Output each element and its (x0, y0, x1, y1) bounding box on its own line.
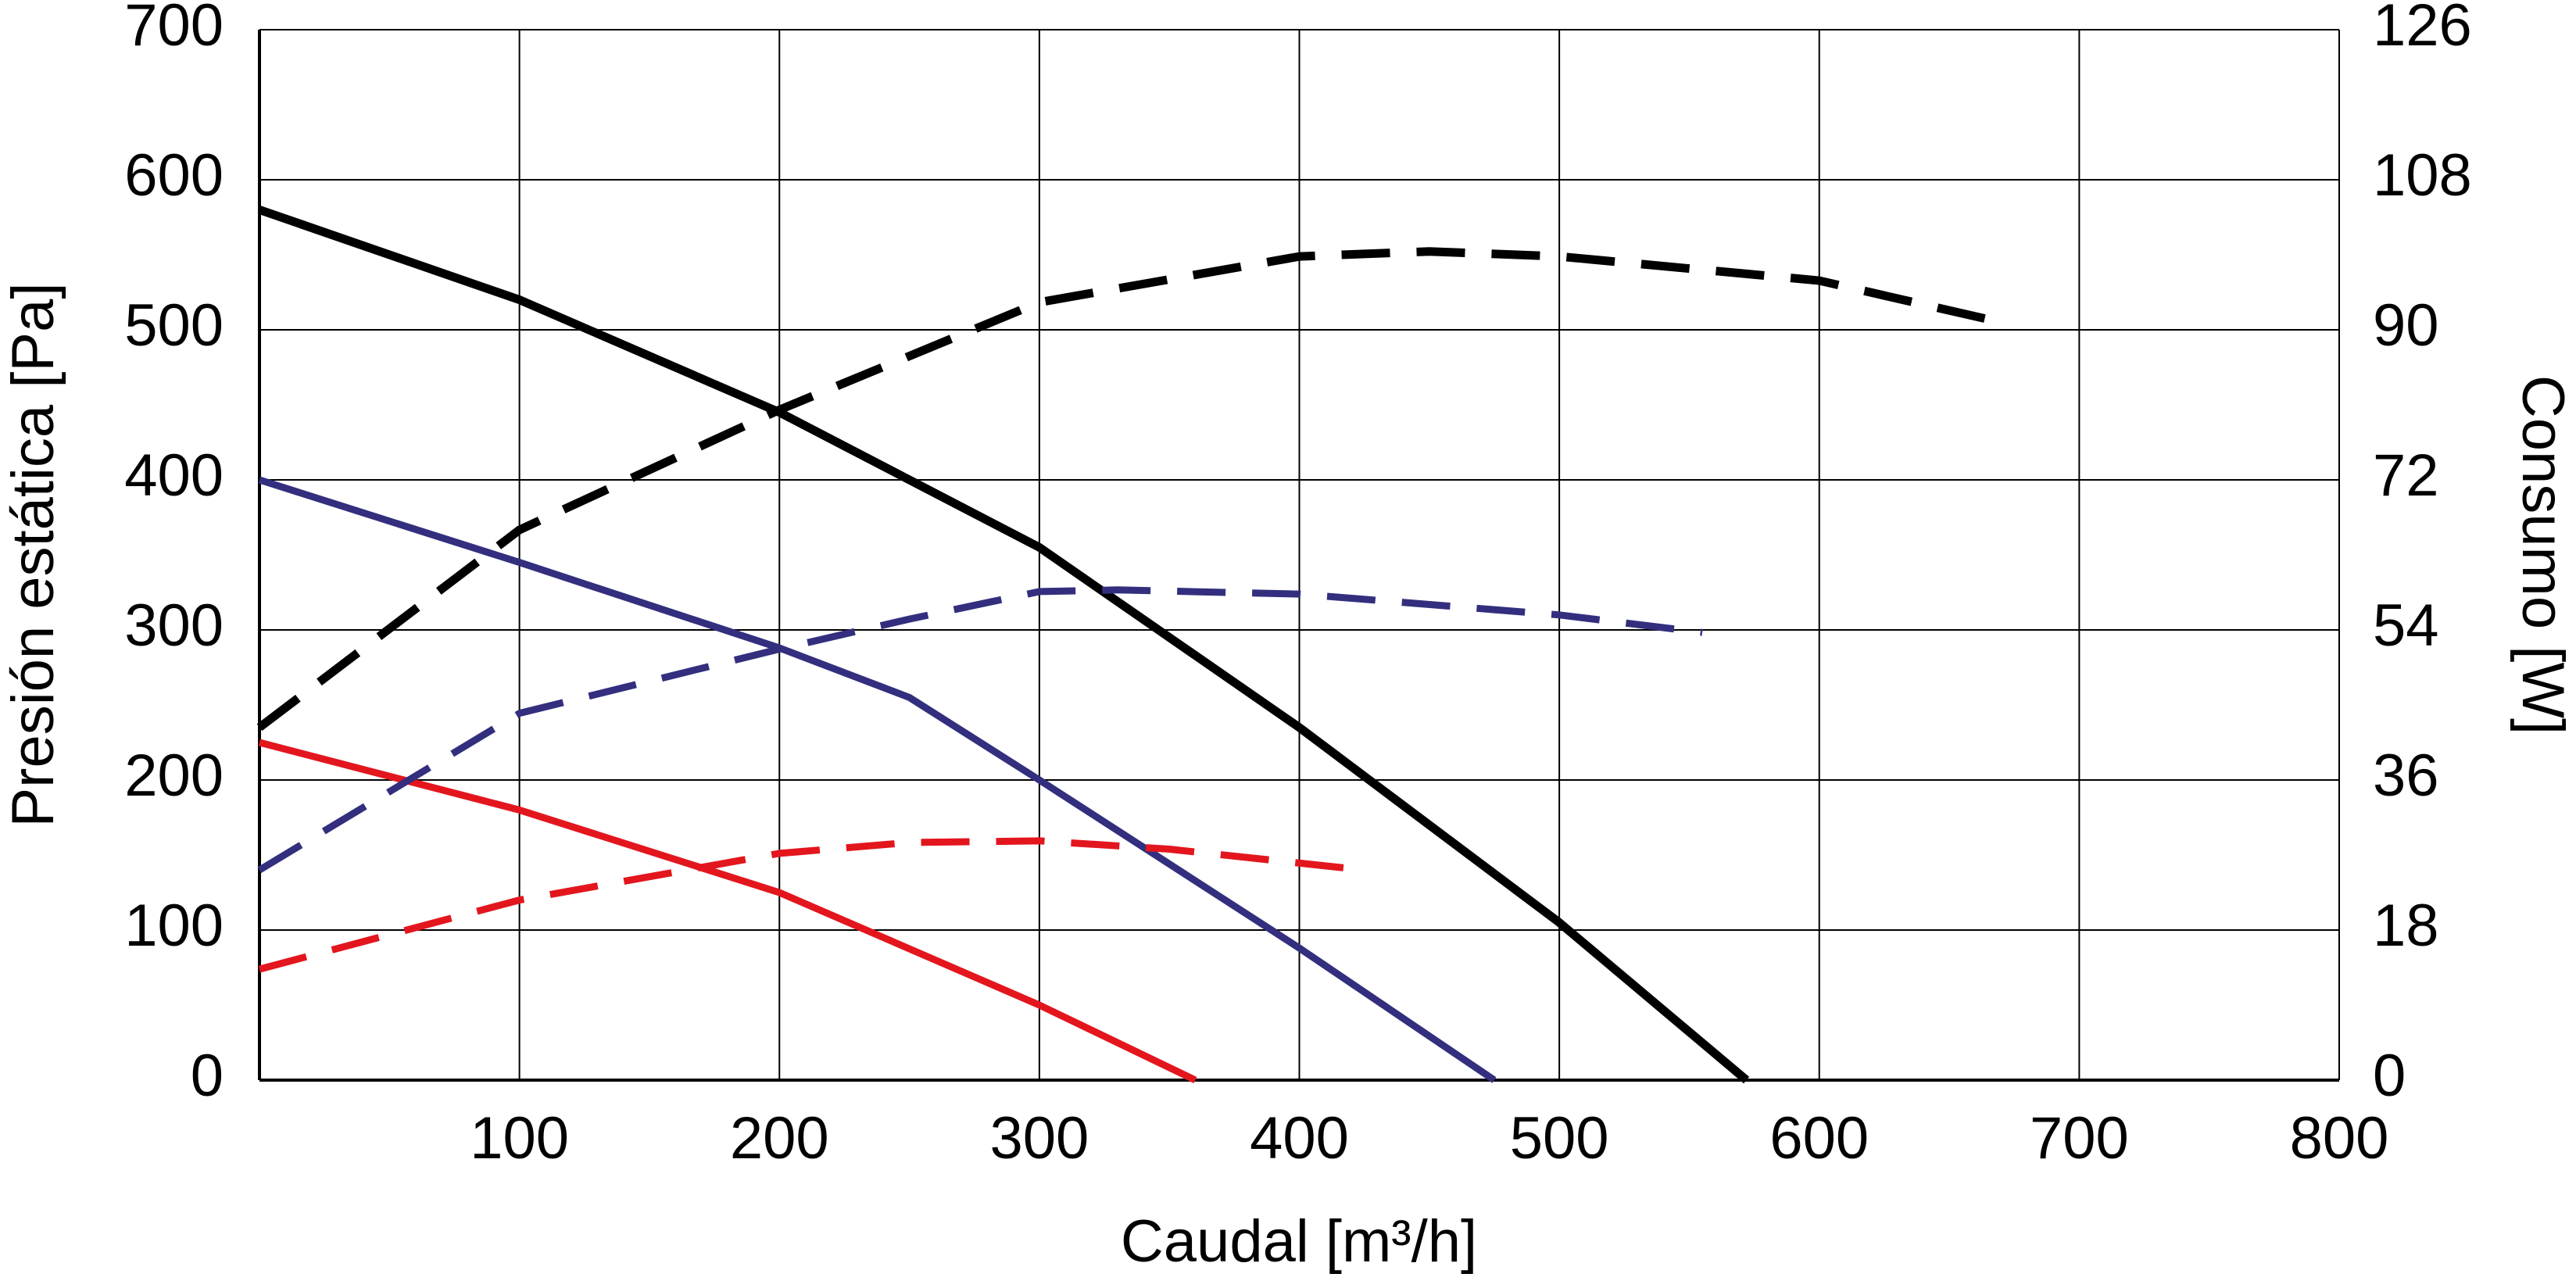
y-tick-label: 300 (124, 592, 224, 659)
x-tick-label: 400 (1250, 1105, 1349, 1172)
x-tick-label: 200 (730, 1105, 829, 1172)
y-tick-label: 400 (124, 442, 224, 509)
x-tick-label: 100 (470, 1105, 569, 1172)
y2-tick-label: 18 (2373, 893, 2439, 959)
y2-tick-label: 54 (2373, 592, 2439, 659)
y2-tick-label: 108 (2373, 142, 2472, 209)
y2-tick-label: 126 (2373, 0, 2472, 59)
x-tick-label: 300 (989, 1105, 1089, 1172)
y-tick-label: 700 (124, 0, 224, 59)
y2-tick-label: 72 (2373, 442, 2439, 509)
y2-tick-label: 90 (2373, 292, 2439, 359)
x-tick-label: 600 (1769, 1105, 1869, 1172)
y2-tick-label: 36 (2373, 742, 2439, 809)
y2-tick-label: 0 (2373, 1043, 2406, 1109)
x-tick-label: 800 (2290, 1105, 2389, 1172)
y2-axis-title: Consumo [W] (2510, 375, 2576, 735)
pressure-line (258, 206, 1750, 1084)
consumption-line (256, 247, 2002, 732)
y-tick-label: 200 (124, 742, 224, 809)
y-tick-label: 100 (124, 893, 224, 959)
pressure-line (258, 476, 1497, 1083)
y-axis-title: Presión estática [Pa] (0, 282, 66, 827)
pressure-line (258, 739, 1197, 1084)
x-tick-label: 700 (2030, 1105, 2129, 1172)
consumption-line (258, 837, 1365, 973)
consumption-line (257, 586, 1703, 874)
x-tick-label: 500 (1510, 1105, 1609, 1172)
y-tick-label: 500 (124, 292, 224, 359)
x-axis-title: Caudal [m³/h] (1121, 1208, 1477, 1275)
y-tick-label: 600 (124, 142, 224, 209)
y-tick-label: 0 (191, 1043, 224, 1109)
